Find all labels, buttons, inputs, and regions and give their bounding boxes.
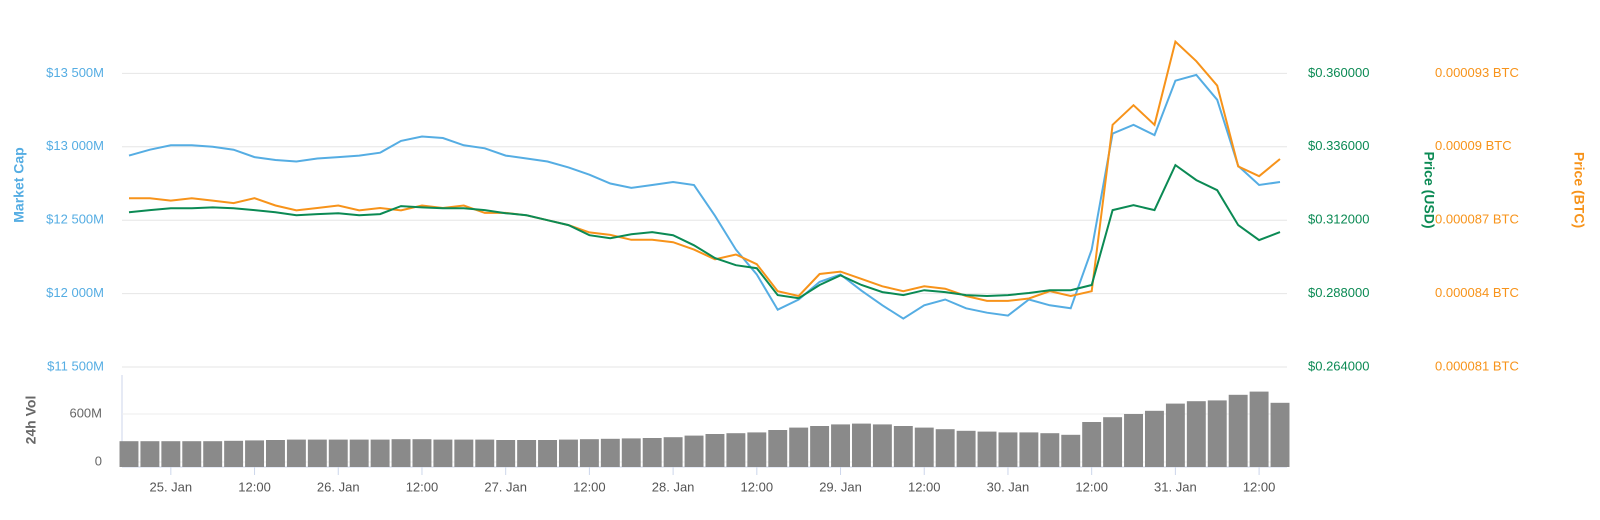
- volume-bar: [496, 440, 516, 467]
- volume-bar: [810, 426, 830, 467]
- volume-bar: [1040, 433, 1060, 467]
- volume-bar: [266, 440, 285, 467]
- volume-bar: [328, 439, 348, 467]
- volume-bar: [517, 440, 537, 467]
- x-tick-label: 27. Jan: [484, 479, 527, 494]
- volume-bar: [1270, 402, 1290, 467]
- volume-bar: [182, 441, 202, 467]
- x-tick-label: 26. Jan: [317, 479, 360, 494]
- volume-bar: [935, 429, 955, 467]
- volume-bar: [977, 431, 997, 467]
- volume-bar: [433, 439, 453, 467]
- x-tick-label: 28. Jan: [652, 479, 695, 494]
- volume-bar: [747, 432, 767, 467]
- series-line: [128, 73, 1281, 320]
- x-tick-label: 12:00: [1243, 479, 1276, 494]
- y3-tick-label: 0.000084 BTC: [1435, 285, 1519, 300]
- y2-tick-label: $0.336000: [1308, 138, 1369, 153]
- volume-bar: [705, 434, 725, 467]
- volume-bar: [998, 432, 1018, 467]
- volume-bar: [1144, 410, 1164, 467]
- volume-bar: [1019, 432, 1039, 467]
- x-tick-label: 30. Jan: [987, 479, 1030, 494]
- volume-bar: [140, 441, 160, 467]
- series-line: [129, 39, 1281, 302]
- y3-tick-label: 0.00009 BTC: [1435, 138, 1512, 153]
- y-tick-label: $11 500M: [47, 358, 104, 373]
- y2-tick-label: $0.312000: [1308, 212, 1369, 227]
- volume-bar: [893, 426, 913, 467]
- x-tick-label: 12:00: [1075, 479, 1108, 494]
- x-tick-label: 12:00: [908, 479, 941, 494]
- volume-bar: [224, 440, 244, 467]
- x-tick-label: 25. Jan: [150, 479, 193, 494]
- volume-bar: [726, 433, 746, 467]
- volume-bar: [1228, 394, 1248, 467]
- y-tick-label: $12 500M: [46, 212, 104, 227]
- y2-tick-label: $0.360000: [1308, 65, 1369, 80]
- y3-axis-title: Price (BTC): [1571, 152, 1587, 228]
- x-tick-label: 31. Jan: [1154, 479, 1197, 494]
- volume-bar: [203, 441, 223, 467]
- volume-bar: [370, 439, 390, 467]
- volume-bar: [1103, 417, 1123, 467]
- volume-bar: [391, 439, 411, 467]
- x-tick-label: 12:00: [573, 479, 606, 494]
- volume-bar: [119, 441, 139, 467]
- y2-tick-label: $0.288000: [1308, 285, 1369, 300]
- volume-bar: [768, 430, 788, 467]
- volume-bar: [621, 438, 641, 467]
- y2-axis-title: Price (USD): [1421, 151, 1437, 228]
- y3-tick-label: 0.000093 BTC: [1435, 65, 1519, 80]
- volume-bar: [1249, 391, 1269, 467]
- y3-tick-label: 0.000087 BTC: [1435, 212, 1519, 227]
- y-tick-label: $12 000M: [46, 285, 104, 300]
- volume-bar: [307, 439, 327, 467]
- volume-axis-title: 24h Vol: [23, 396, 39, 445]
- volume-bar: [642, 438, 662, 467]
- volume-bar: [538, 440, 558, 467]
- volume-bar: [831, 424, 850, 467]
- volume-bar: [684, 435, 704, 467]
- volume-tick-label: 0: [95, 453, 102, 468]
- volume-bar: [559, 439, 578, 467]
- y3-tick-label: 0.000081 BTC: [1435, 358, 1519, 373]
- x-tick-label: 29. Jan: [819, 479, 862, 494]
- volume-tick-label: 600M: [69, 405, 102, 420]
- volume-bar: [663, 437, 683, 467]
- volume-bar: [956, 430, 976, 467]
- volume-bar: [286, 439, 306, 467]
- volume-bar: [914, 427, 934, 467]
- volume-bar: [1082, 422, 1102, 467]
- volume-bar: [1124, 414, 1143, 467]
- volume-bar: [475, 439, 495, 467]
- y-axis-title: Market Cap: [11, 147, 27, 222]
- series-line: [128, 163, 1281, 300]
- y-tick-label: $13 500M: [46, 65, 104, 80]
- volume-bar: [1165, 403, 1185, 467]
- volume-bar: [579, 439, 599, 467]
- x-tick-label: 12:00: [238, 479, 271, 494]
- volume-bar: [1207, 400, 1227, 467]
- volume-bar: [1061, 434, 1081, 467]
- volume-bar: [872, 424, 892, 467]
- volume-bar: [412, 439, 432, 467]
- volume-bar: [600, 438, 620, 467]
- volume-bar: [161, 441, 181, 467]
- volume-bar: [349, 439, 369, 467]
- y2-tick-label: $0.264000: [1308, 358, 1369, 373]
- volume-bar: [851, 423, 871, 467]
- volume-bar: [245, 440, 265, 467]
- x-tick-label: 12:00: [406, 479, 439, 494]
- volume-bar: [1186, 401, 1206, 467]
- volume-bar: [789, 427, 809, 467]
- x-tick-label: 12:00: [741, 479, 774, 494]
- y-tick-label: $13 000M: [46, 138, 104, 153]
- volume-bar: [454, 439, 474, 467]
